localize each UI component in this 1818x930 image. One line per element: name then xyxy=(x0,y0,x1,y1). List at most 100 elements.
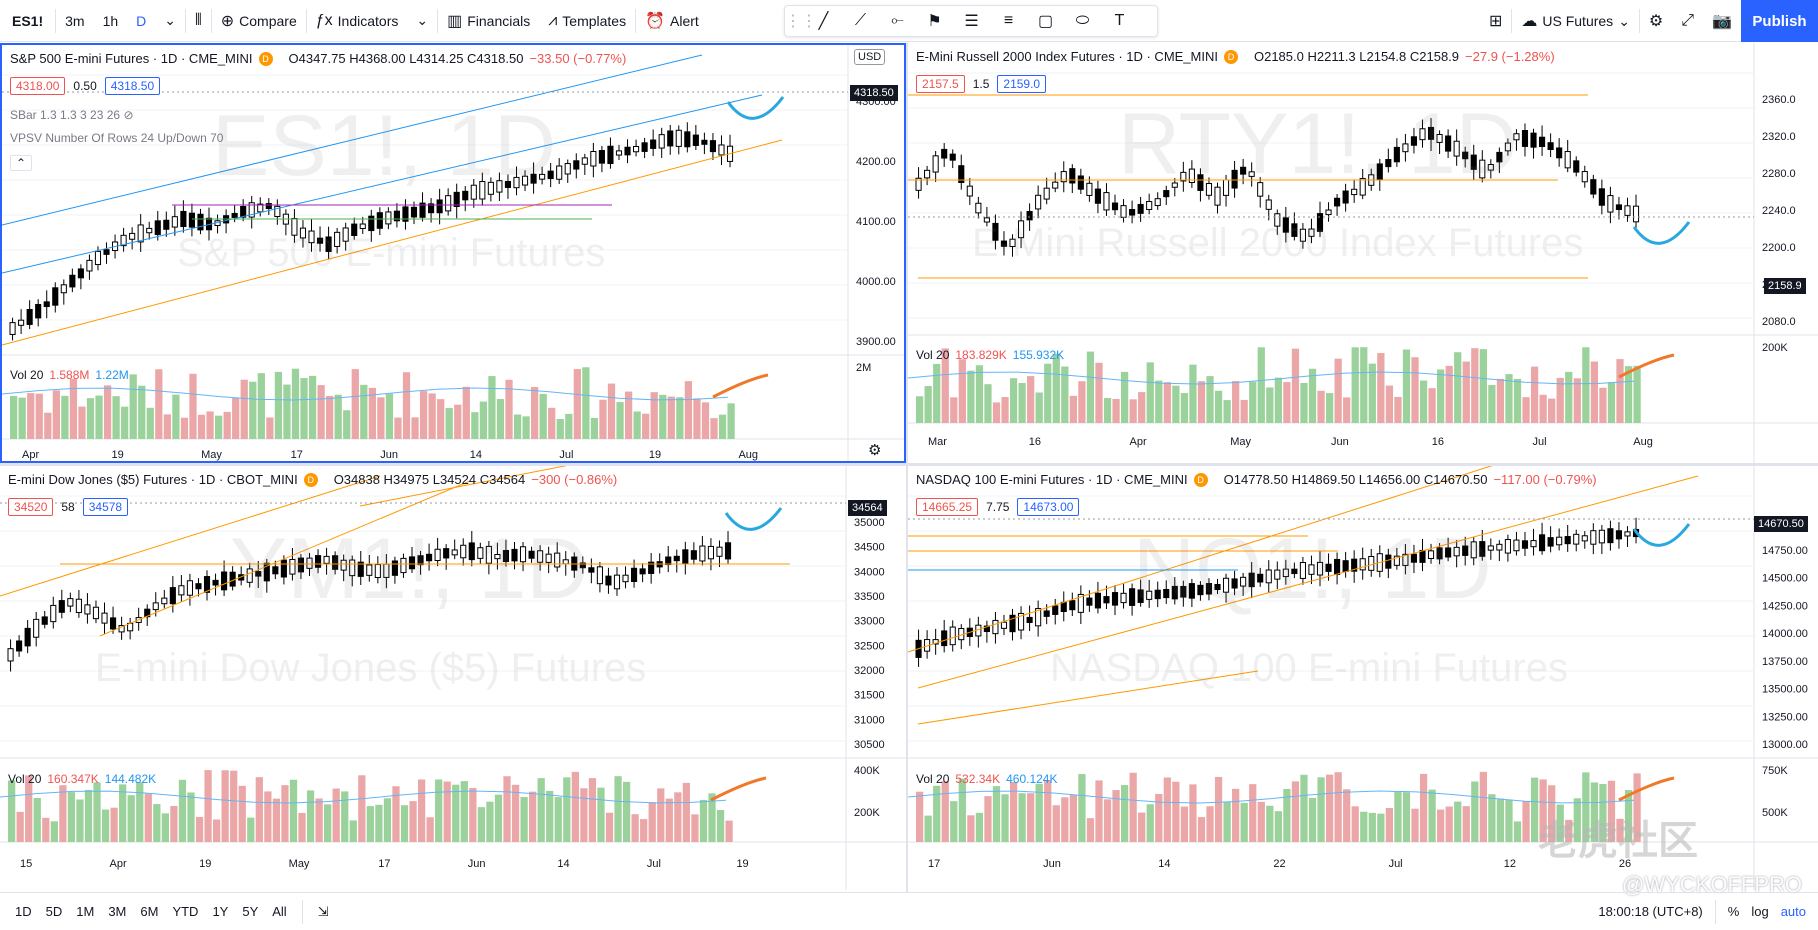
ellipse-icon[interactable]: ⬭ xyxy=(1075,12,1090,29)
templates-button[interactable]: ⩘ Templates xyxy=(548,11,627,29)
log-toggle[interactable]: log xyxy=(1751,904,1769,919)
candle-body xyxy=(1120,592,1127,604)
auto-toggle[interactable]: auto xyxy=(1780,904,1806,919)
series-legend[interactable]: NASDAQ 100 E-mini Futures · 1D · CME_MIN… xyxy=(916,472,1597,487)
drag-handle-icon[interactable]: ⋮⋮ xyxy=(785,13,817,30)
candle-body xyxy=(272,566,279,575)
time-tick-label: Aug xyxy=(738,449,758,461)
chart-pane-ym[interactable]: 35000 34500 34000 33500 33000 32500 32000 31500… xyxy=(0,466,906,890)
ray-icon[interactable]: ⟋ xyxy=(854,12,867,29)
alert-button[interactable]: ⏰ Alert xyxy=(645,12,699,30)
chart-pane-es[interactable]: 4300.00 4200.00 4100.00 4000.00 3900.00 2M Apr… xyxy=(0,43,906,463)
volume-legend[interactable]: Vol 20 532.34K 460.124K xyxy=(916,772,1058,786)
text-icon[interactable]: T xyxy=(1114,12,1125,29)
range-1d[interactable]: 1D xyxy=(15,904,32,919)
currency-select[interactable]: USD xyxy=(854,49,886,65)
gear-icon[interactable]: ⚙ xyxy=(1648,13,1664,30)
range-5y[interactable]: 5Y xyxy=(242,904,259,919)
indicator-vpsv[interactable]: VPSV Number Of Rows 24 Up/Down 70 xyxy=(10,131,224,145)
candle-body xyxy=(1103,192,1110,211)
rty-chart-canvas[interactable]: 2360.02320.02280.02240.02200.02120.02080… xyxy=(908,43,1818,463)
chart-pane-rty[interactable]: 2360.02320.02280.02240.02200.02120.02080… xyxy=(908,43,1818,463)
candle-body xyxy=(1222,179,1230,196)
fullscreen-icon[interactable]: ⤢ xyxy=(1681,12,1695,29)
range-5d[interactable]: 5D xyxy=(45,904,63,919)
candle-body xyxy=(178,585,185,596)
range-1y[interactable]: 1Y xyxy=(212,904,229,919)
range-all[interactable]: All xyxy=(272,904,287,919)
interval-1h[interactable]: 1h xyxy=(102,12,119,29)
symbol-search[interactable]: ES1! xyxy=(12,12,44,29)
financials-button[interactable]: ▥ Financials xyxy=(447,12,531,30)
ask-button[interactable]: 4318.50 xyxy=(104,77,161,95)
es-chart-canvas[interactable]: 4300.004200.004100.004000.003900.002MApr… xyxy=(2,45,906,463)
flag-icon[interactable]: ⚑ xyxy=(927,13,942,30)
candle-body xyxy=(1197,584,1204,596)
candle-body xyxy=(485,545,492,564)
volume-legend[interactable]: Vol 20 183.829K 155.932K xyxy=(916,348,1065,362)
exchange-select[interactable]: ☁ US Futures ⌄ xyxy=(1521,12,1630,31)
horizontal-ray-icon[interactable]: ⟜ xyxy=(891,12,904,29)
volume-bar xyxy=(76,799,84,842)
fib-icon[interactable]: ≡ xyxy=(1003,12,1014,29)
candle-body xyxy=(615,150,623,156)
interval-3m[interactable]: 3m xyxy=(65,12,85,29)
goto-date-icon[interactable]: ⇲ xyxy=(317,903,329,919)
range-1m[interactable]: 1M xyxy=(76,904,95,919)
candle-body xyxy=(92,606,100,620)
indicator-sbar[interactable]: SBar 1.3 1.3 3 23 26 ⊘ xyxy=(10,108,134,122)
candle-body xyxy=(690,550,697,560)
volume-bar xyxy=(172,394,180,439)
pane-divider-horizontal[interactable] xyxy=(0,463,1818,466)
ask-button[interactable]: 34578 xyxy=(82,498,129,516)
range-6m[interactable]: 6M xyxy=(140,904,159,919)
indicators-button[interactable]: ƒx Indicators xyxy=(315,11,399,29)
bid-button[interactable]: 4318.00 xyxy=(10,77,66,95)
publish-button[interactable]: Publish xyxy=(1741,0,1818,42)
ym-chart-canvas[interactable]: 35000 34500 34000 33500 33000 32500 32000 31500… xyxy=(0,466,906,890)
candle-body xyxy=(240,205,247,218)
volume-bar xyxy=(189,373,197,439)
volume-bar xyxy=(1437,809,1445,842)
parallel-channel-icon[interactable]: ☰ xyxy=(964,13,979,30)
series-legend[interactable]: E-mini Dow Jones ($5) Futures · 1D · CBO… xyxy=(8,472,617,487)
trend-line-icon[interactable]: ╱ xyxy=(818,13,829,30)
volume-legend[interactable]: Vol 20 160.347K 144.482K xyxy=(8,772,157,786)
volume-bar xyxy=(1479,349,1487,423)
ask-button[interactable]: 2159.0 xyxy=(997,75,1047,93)
series-legend[interactable]: E-Mini Russell 2000 Index Futures · 1D ·… xyxy=(916,49,1555,64)
series-legend[interactable]: S&P 500 E-mini Futures · 1D · CME_MINI D… xyxy=(10,51,626,66)
range-3m[interactable]: 3M xyxy=(108,904,127,919)
volume-bar xyxy=(1027,376,1035,423)
camera-icon[interactable]: 📷 xyxy=(1712,13,1732,30)
chart-settings-gear-icon[interactable]: ⚙ xyxy=(868,442,882,459)
candles-icon[interactable]: ⫴ xyxy=(195,11,202,29)
rectangle-icon[interactable]: ▢ xyxy=(1037,13,1054,30)
eye-off-icon[interactable]: ⊘ xyxy=(123,108,134,122)
layout-dropdown-icon[interactable]: ⌄ xyxy=(416,12,429,28)
time-tick-label: 16 xyxy=(1029,436,1041,448)
volume-bar xyxy=(1428,789,1436,842)
percent-toggle[interactable]: % xyxy=(1727,904,1740,919)
range-ytd[interactable]: YTD xyxy=(172,904,199,919)
volume-bar xyxy=(1411,808,1419,842)
volume-bar xyxy=(1317,390,1325,423)
layout-grid-icon[interactable]: ⊞ xyxy=(1488,13,1503,30)
volume-bar xyxy=(121,406,129,439)
candle-body xyxy=(479,181,486,200)
bid-button[interactable]: 14665.25 xyxy=(916,498,979,516)
volume-legend[interactable]: Vol 20 1.588M 1.22M xyxy=(10,368,129,382)
clock-time[interactable]: 18:00:18 (UTC+8) xyxy=(1598,904,1703,919)
interval-d[interactable]: D xyxy=(136,12,147,29)
interval-dropdown-icon[interactable]: ⌄ xyxy=(164,12,177,28)
nq-chart-canvas[interactable]: 15000.0014750.0014500.0014250.0014000.00… xyxy=(908,466,1818,890)
ask-button[interactable]: 14673.00 xyxy=(1017,498,1080,516)
candle-body xyxy=(1504,142,1511,152)
bid-button[interactable]: 34520 xyxy=(8,498,54,516)
compare-button[interactable]: ⊕ Compare xyxy=(220,12,297,30)
collapse-legend-icon[interactable]: ⌃ xyxy=(10,155,33,171)
volume-bar xyxy=(257,373,265,439)
volume-tick-label: 500K xyxy=(1762,807,1788,819)
pane-divider-vertical[interactable] xyxy=(906,43,908,892)
bid-button[interactable]: 2157.5 xyxy=(916,75,965,93)
